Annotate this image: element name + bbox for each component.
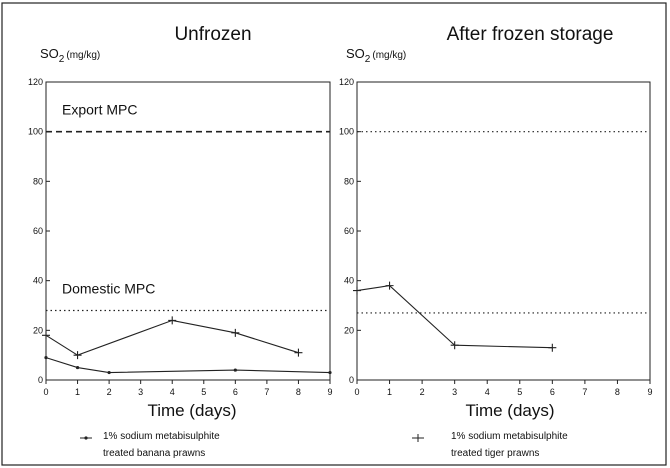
x-tick-label: 9	[327, 387, 332, 397]
x-tick-label: 8	[296, 387, 301, 397]
data-point	[548, 343, 557, 352]
legend-text-line1: 1% sodium metabisulphite	[451, 431, 568, 442]
data-point	[44, 356, 48, 360]
chart-title: After frozen storage	[447, 24, 614, 45]
y-tick-label: 80	[344, 176, 354, 186]
data-point	[328, 370, 332, 375]
x-tick-label: 4	[170, 387, 175, 397]
data-point	[107, 370, 111, 375]
y-tick-label: 20	[33, 325, 43, 335]
series	[42, 316, 332, 375]
reference-lines	[357, 131, 650, 314]
x-ticks: 0 1 2 3 4 5 6 7 8 9	[43, 380, 333, 397]
y-tick-label: 60	[33, 226, 43, 236]
series	[353, 281, 557, 352]
data-point	[385, 281, 394, 290]
y-tick-label: 60	[344, 226, 354, 236]
x-tick-label: 0	[43, 387, 48, 397]
data-point	[231, 328, 240, 337]
x-tick-label: 1	[387, 387, 392, 397]
y-tick-label: 0	[38, 375, 43, 385]
reference-lines: Export MPC Domestic MPC	[46, 102, 330, 312]
x-tick-label: 6	[233, 387, 238, 397]
x-axis-label: Time (days)	[147, 401, 236, 420]
y-ticks: 0 20 40 60 80 100 120	[339, 77, 361, 385]
chart-title: Unfrozen	[174, 24, 251, 45]
y-tick-label: 80	[33, 176, 43, 186]
x-tick-label: 3	[452, 387, 457, 397]
y-tick-label: 120	[339, 77, 354, 87]
x-tick-label: 3	[138, 387, 143, 397]
x-tick-label: 2	[420, 387, 425, 397]
legend-text-line2: treated banana prawns	[103, 448, 205, 459]
y-tick-label: 100	[28, 127, 43, 137]
x-tick-label: 5	[517, 387, 522, 397]
y-tick-label: 40	[33, 276, 43, 286]
y-tick-label: 40	[344, 276, 354, 286]
data-point	[353, 286, 361, 295]
chart-unfrozen: Unfrozen SO2 (mg/kg) 0 20 40 60 80 100 120 0 1 2 3…	[28, 24, 333, 459]
x-tick-label: 5	[201, 387, 206, 397]
data-point	[168, 316, 177, 325]
y-axis-label: SO2 (mg/kg)	[346, 46, 406, 65]
reference-line-label: Export MPC	[62, 102, 137, 118]
x-tick-label: 4	[485, 387, 490, 397]
x-tick-label: 6	[550, 387, 555, 397]
x-tick-label: 7	[582, 387, 587, 397]
legend: 1% sodium metabisulphite treated banana …	[80, 431, 220, 459]
x-tick-label: 9	[647, 387, 652, 397]
data-point	[73, 351, 82, 360]
chart-after-frozen: After frozen storage SO2 (mg/kg) 02040608…	[339, 24, 653, 459]
x-tick-label: 2	[107, 387, 112, 397]
y-tick-label: 0	[349, 375, 354, 385]
legend-marker	[84, 436, 88, 440]
y-axis-label: SO2 (mg/kg)	[40, 46, 100, 65]
data-point	[294, 348, 303, 357]
series-line	[356, 285, 553, 349]
x-tick-label: 0	[354, 387, 359, 397]
data-point	[42, 331, 50, 340]
data-point	[75, 365, 80, 370]
x-axis-label: Time (days)	[465, 401, 554, 420]
legend-text-line1: 1% sodium metabisulphite	[103, 431, 220, 442]
x-tick-label: 1	[75, 387, 80, 397]
data-point	[233, 368, 237, 372]
legend-text-line2: treated tiger prawns	[451, 448, 539, 459]
y-tick-label: 20	[344, 325, 354, 335]
legend: 1% sodium metabisulphite treated tiger p…	[412, 431, 568, 459]
x-ticks: 0 1 2 3 4 5 6 7 8 9	[354, 380, 653, 397]
y-tick-label: 120	[28, 77, 43, 87]
y-tick-label: 100	[339, 127, 354, 137]
x-tick-label: 7	[264, 387, 269, 397]
data-point	[450, 341, 459, 350]
reference-line-label: Domestic MPC	[62, 280, 155, 296]
x-tick-label: 8	[615, 387, 620, 397]
